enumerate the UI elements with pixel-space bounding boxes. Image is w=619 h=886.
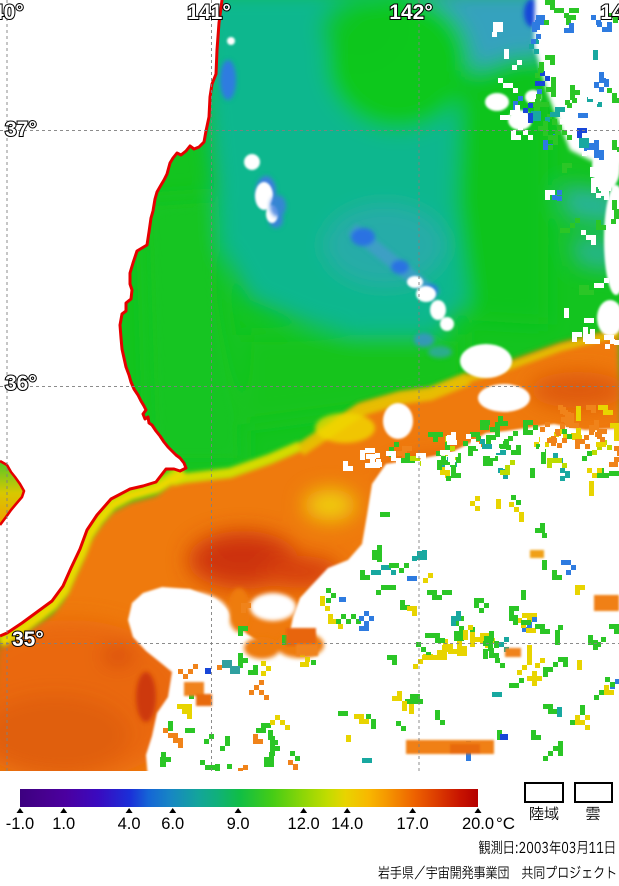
svg-text:12.0: 12.0 [288,815,320,833]
svg-text:143°: 143° [600,1,619,24]
svg-text:36°: 36° [5,372,37,395]
svg-text:35°: 35° [12,628,44,651]
svg-text:37°: 37° [5,118,37,141]
svg-text:141°: 141° [187,1,230,24]
svg-text:-1.0: -1.0 [6,815,34,833]
svg-text:142°: 142° [389,1,432,24]
svg-text:17.0: 17.0 [397,815,429,833]
svg-text:1.0: 1.0 [52,815,75,833]
svg-text:9.0: 9.0 [227,815,250,833]
svg-text:6.0: 6.0 [161,815,184,833]
svg-text:140°: 140° [0,1,24,24]
svg-text:14.0: 14.0 [331,815,363,833]
svg-text:20.0: 20.0 [462,815,494,833]
svg-text:4.0: 4.0 [118,815,141,833]
svg-text:°C: °C [496,814,515,833]
